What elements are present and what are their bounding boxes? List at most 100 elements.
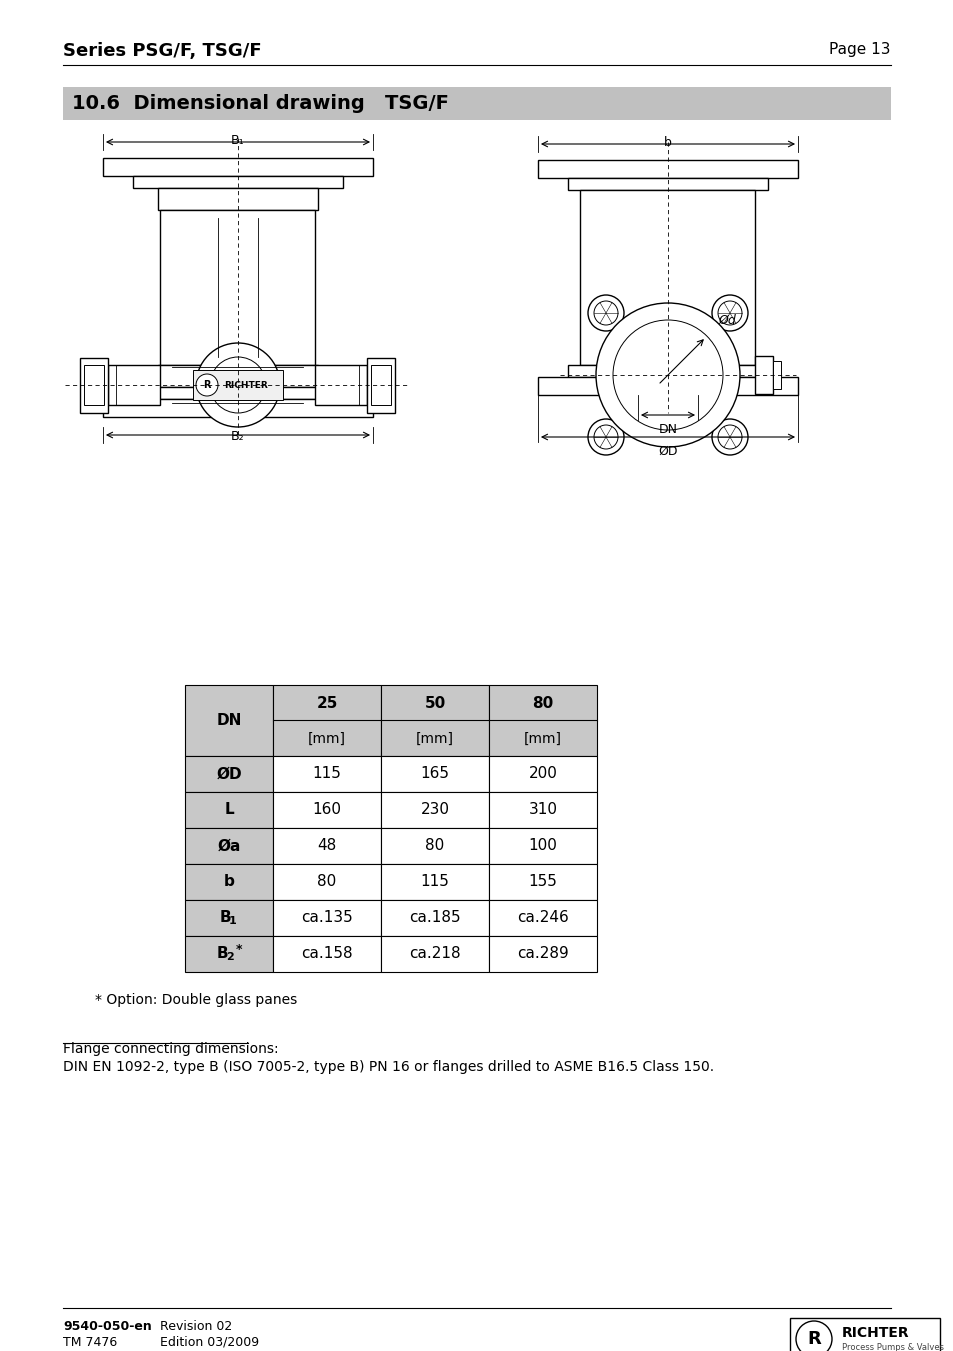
Text: 155: 155: [528, 874, 557, 889]
Bar: [489, 865, 597, 900]
Text: 50: 50: [424, 696, 445, 711]
Text: ØD: ØD: [658, 444, 677, 458]
Bar: [489, 900, 597, 936]
Bar: [371, 365, 391, 405]
Bar: [773, 361, 781, 389]
Bar: [103, 158, 373, 176]
Text: 100: 100: [528, 839, 557, 854]
Bar: [380, 865, 489, 900]
Bar: [537, 377, 797, 394]
Text: DN: DN: [658, 423, 677, 436]
Circle shape: [711, 295, 747, 331]
Bar: [185, 828, 273, 865]
Bar: [185, 865, 273, 900]
Bar: [185, 792, 273, 828]
Bar: [63, 86, 890, 120]
Text: Edition 03/2009: Edition 03/2009: [160, 1336, 259, 1348]
Text: DN: DN: [216, 713, 241, 728]
Text: TM 7476: TM 7476: [63, 1336, 117, 1348]
Text: Flange connecting dimensions:: Flange connecting dimensions:: [63, 1042, 278, 1056]
Bar: [273, 685, 380, 721]
Bar: [489, 685, 597, 721]
Text: 80: 80: [532, 696, 553, 711]
Bar: [273, 792, 380, 828]
Bar: [489, 792, 597, 828]
Bar: [185, 757, 273, 792]
Text: 1: 1: [229, 916, 236, 925]
Circle shape: [718, 426, 741, 449]
Bar: [80, 358, 109, 412]
Text: [mm]: [mm]: [308, 732, 346, 746]
Bar: [489, 936, 597, 971]
Bar: [489, 828, 597, 865]
Text: B₁: B₁: [231, 134, 245, 147]
Bar: [193, 370, 283, 400]
Text: ca.246: ca.246: [517, 911, 568, 925]
Bar: [567, 365, 767, 377]
Bar: [273, 936, 380, 971]
Text: ØD: ØD: [216, 766, 241, 781]
Text: 165: 165: [420, 766, 449, 781]
Text: Series PSG/F, TSG/F: Series PSG/F, TSG/F: [63, 42, 261, 59]
Text: 10.6  Dimensional drawing   TSG/F: 10.6 Dimensional drawing TSG/F: [71, 95, 449, 113]
Circle shape: [594, 426, 618, 449]
Text: ca.218: ca.218: [409, 947, 460, 962]
Text: L: L: [224, 802, 233, 817]
Bar: [380, 757, 489, 792]
Text: * Option: Double glass panes: * Option: Double glass panes: [95, 993, 297, 1006]
Text: 2: 2: [226, 952, 233, 962]
Bar: [755, 357, 773, 394]
Bar: [273, 865, 380, 900]
Bar: [160, 209, 315, 365]
Text: 115: 115: [313, 766, 341, 781]
Bar: [789, 1319, 939, 1351]
Text: Page 13: Page 13: [828, 42, 890, 57]
Bar: [380, 792, 489, 828]
Text: RICHTER: RICHTER: [224, 381, 268, 389]
Circle shape: [587, 295, 623, 331]
Text: ca.135: ca.135: [301, 911, 353, 925]
Text: Øa: Øa: [217, 839, 240, 854]
Text: ca.185: ca.185: [409, 911, 460, 925]
Text: ca.158: ca.158: [301, 947, 353, 962]
Text: RICHTER: RICHTER: [841, 1325, 908, 1340]
Bar: [579, 190, 755, 365]
Text: *: *: [235, 943, 242, 955]
Text: [mm]: [mm]: [523, 732, 561, 746]
Text: Revision 02: Revision 02: [160, 1320, 232, 1332]
Text: 310: 310: [528, 802, 557, 817]
Circle shape: [596, 303, 740, 447]
Bar: [380, 900, 489, 936]
Text: b: b: [223, 874, 234, 889]
Bar: [158, 188, 317, 209]
Circle shape: [210, 357, 266, 413]
Bar: [273, 828, 380, 865]
Bar: [489, 757, 597, 792]
Bar: [273, 900, 380, 936]
Text: R: R: [203, 380, 211, 390]
Text: 9540-050-en: 9540-050-en: [63, 1320, 152, 1332]
Text: 200: 200: [528, 766, 557, 781]
Bar: [158, 365, 317, 386]
Bar: [567, 178, 767, 190]
Circle shape: [195, 374, 218, 396]
Text: 115: 115: [420, 874, 449, 889]
Text: 80: 80: [425, 839, 444, 854]
Bar: [109, 365, 160, 405]
Text: B: B: [216, 947, 228, 962]
Text: 80: 80: [317, 874, 336, 889]
Text: [mm]: [mm]: [416, 732, 454, 746]
Text: 48: 48: [317, 839, 336, 854]
Text: b: b: [663, 136, 671, 149]
Bar: [380, 936, 489, 971]
Circle shape: [711, 419, 747, 455]
Text: 25: 25: [316, 696, 337, 711]
Text: 160: 160: [313, 802, 341, 817]
Bar: [489, 720, 597, 757]
Circle shape: [587, 419, 623, 455]
Text: B: B: [219, 911, 231, 925]
Bar: [380, 720, 489, 757]
Text: Ød: Ød: [718, 313, 735, 327]
Bar: [185, 685, 273, 757]
Bar: [132, 386, 343, 399]
